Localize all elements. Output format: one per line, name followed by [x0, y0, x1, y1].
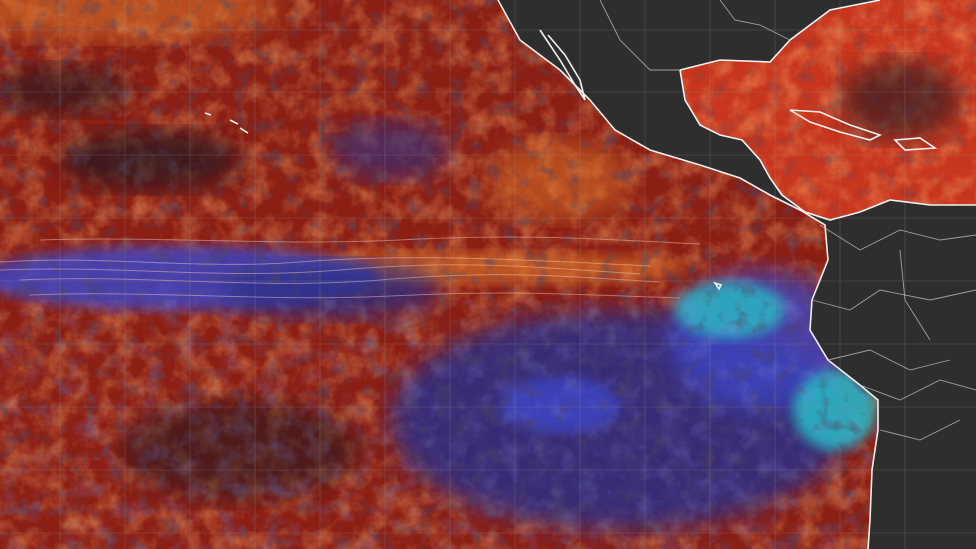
- galapagos-islands: [713, 281, 723, 291]
- pacific-coastline: [497, 0, 879, 549]
- baja-california-coast: [539, 29, 586, 101]
- hispaniola-coast: [893, 137, 938, 151]
- coastlines: [204, 0, 976, 549]
- cuba-coast: [789, 109, 883, 141]
- equatorial-swirl-streaks: [0, 236, 701, 299]
- gulf-of-mexico-coast: [679, 0, 976, 221]
- country-borders: [599, 0, 976, 441]
- hawaii-islands: [204, 112, 249, 134]
